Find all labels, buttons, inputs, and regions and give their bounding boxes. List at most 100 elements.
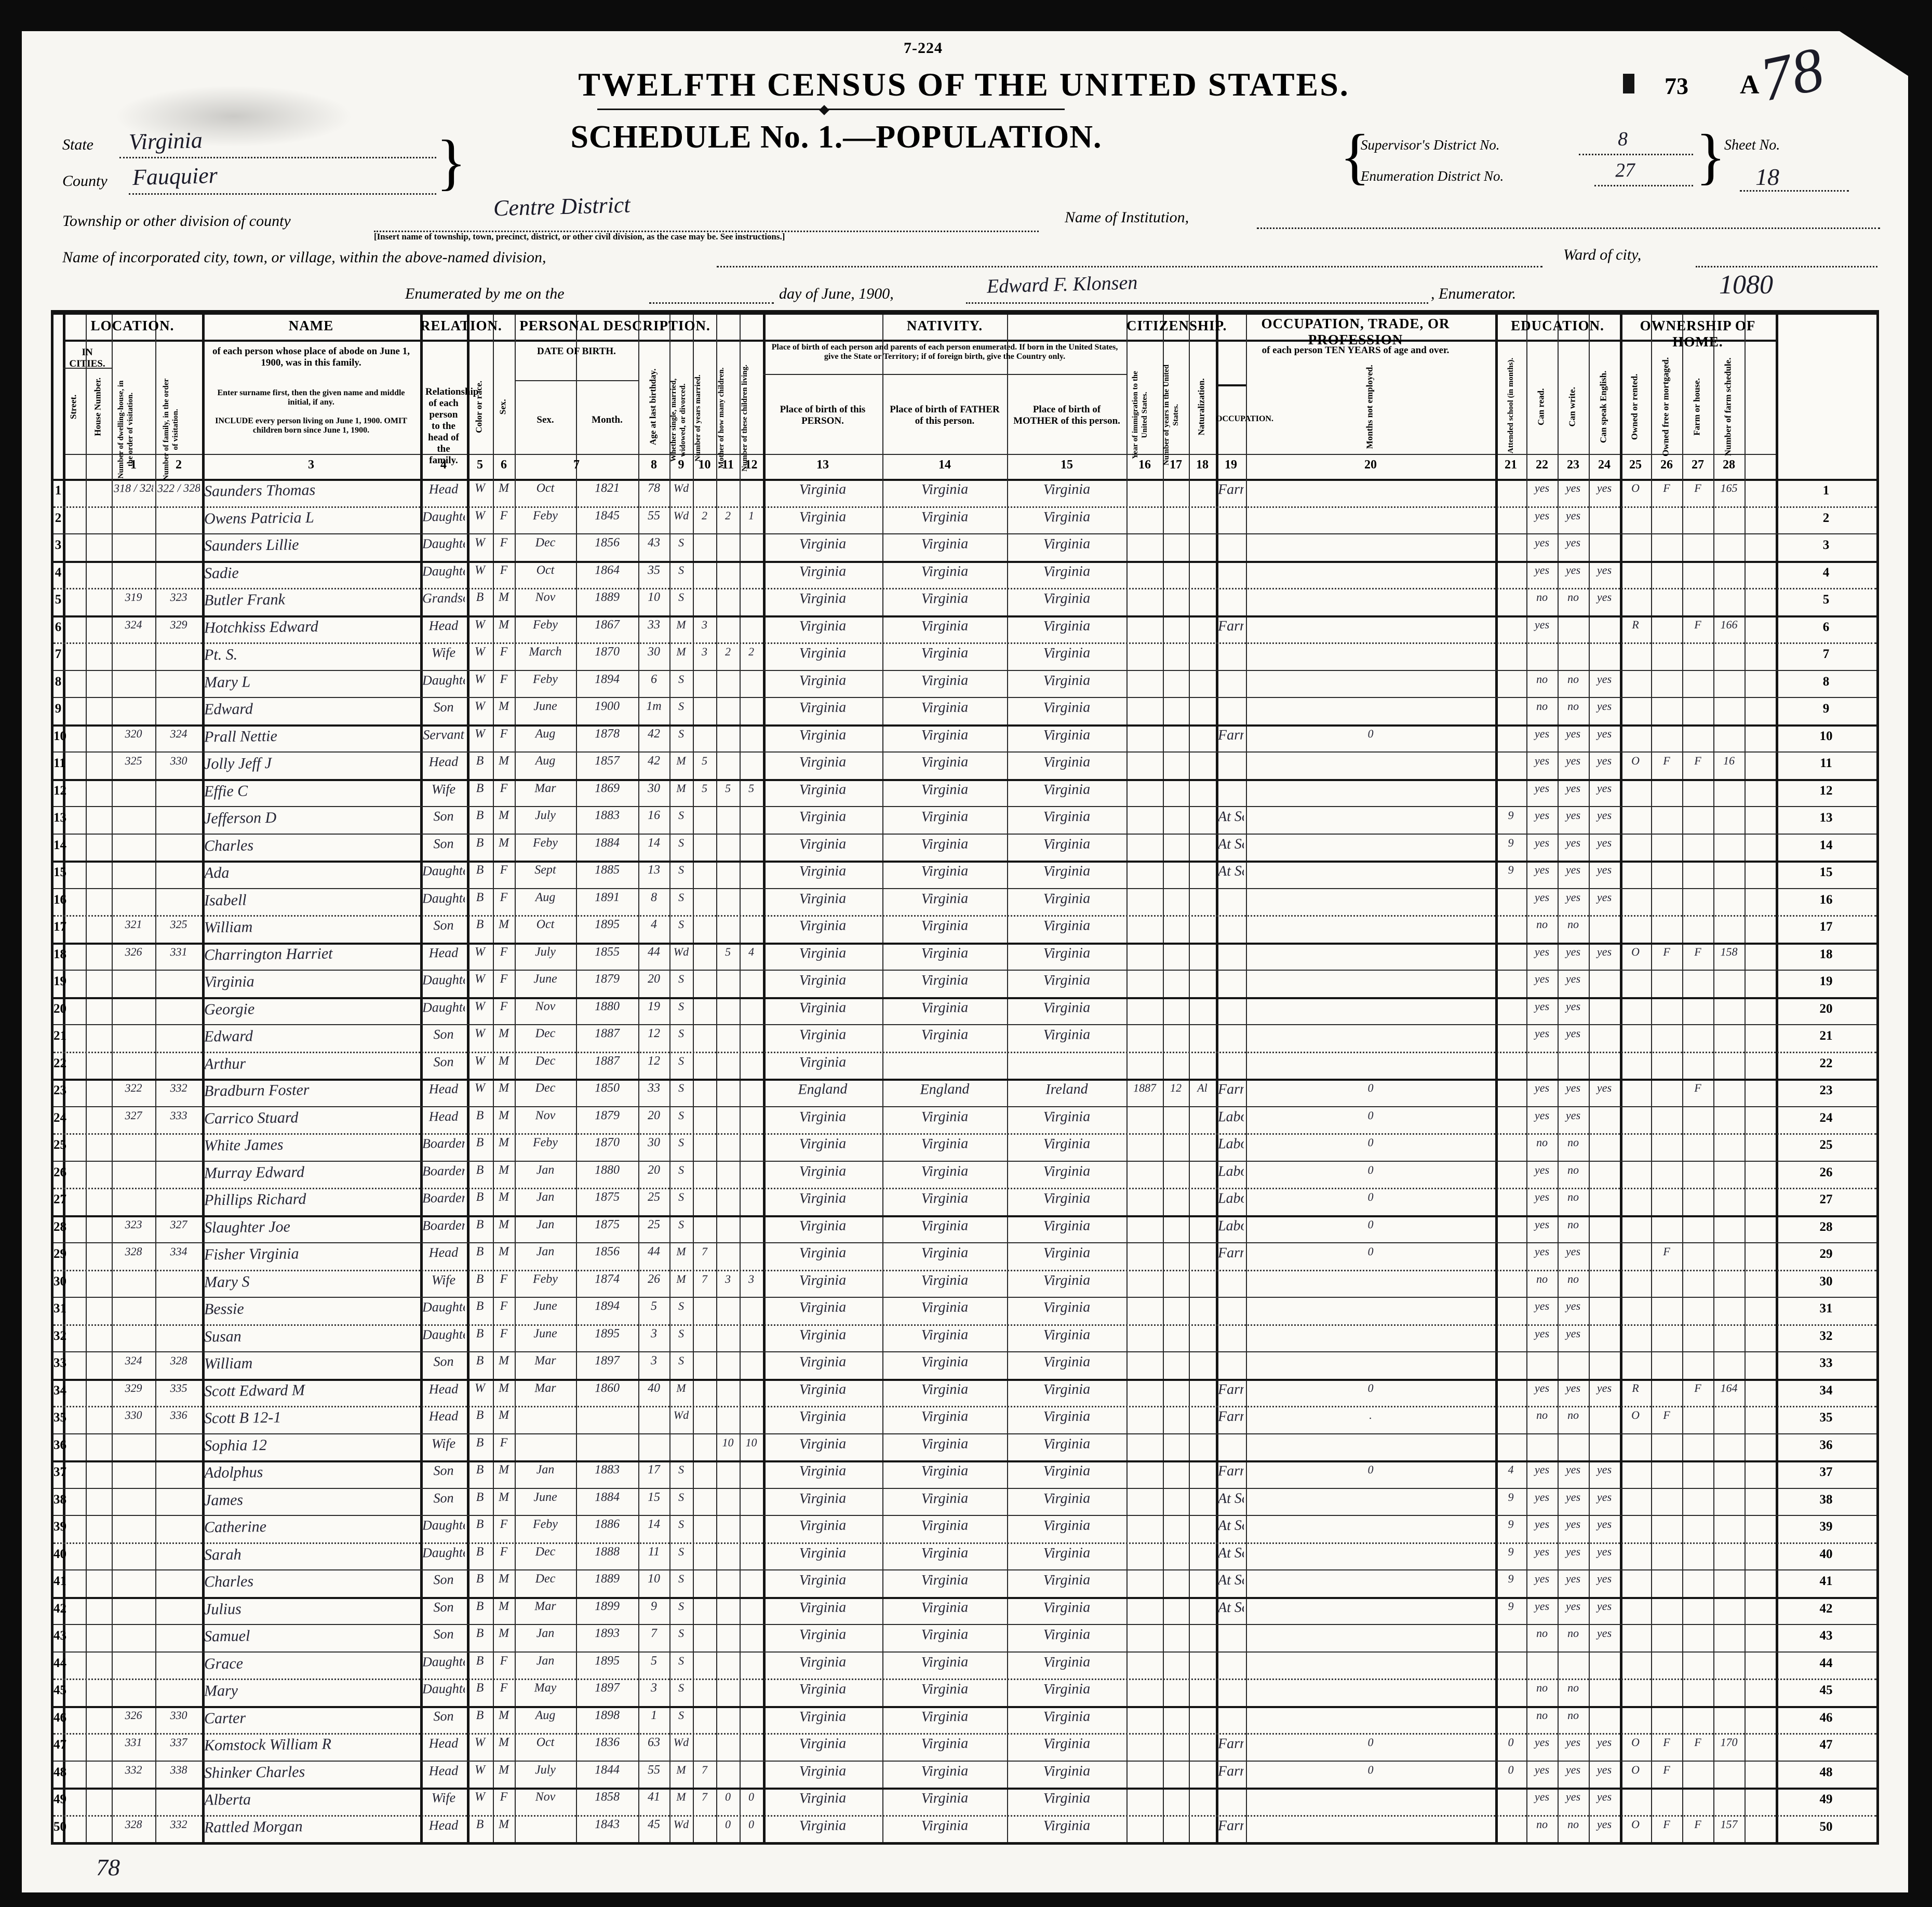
cell-sex: M [498, 1381, 509, 1395]
row-number-left: 15 [53, 865, 66, 880]
cell-color-race: W [474, 727, 486, 741]
cell-sex: M [498, 1817, 509, 1831]
table-row-rule-dashed [53, 1406, 1876, 1407]
cell-family-number: 327 [170, 1217, 187, 1231]
cell-color-race: B [476, 809, 484, 823]
cell-family-number: 332 [170, 1081, 187, 1095]
cell-pob-mother: Virginia [1043, 481, 1091, 498]
cell-occupation: Laborer [1217, 1135, 1244, 1152]
cell-marital-status: S [678, 1108, 685, 1122]
cell-birth-year: 1855 [594, 945, 620, 959]
cell-name: Susan [204, 1327, 242, 1346]
cell-pob-mother: Ireland [1045, 1081, 1088, 1098]
cell-can-read: yes [1534, 1326, 1550, 1340]
cell-pob-person: Virginia [799, 917, 847, 934]
cell-owned-or-rented: O [1631, 1763, 1640, 1776]
table-column-rule [112, 313, 113, 1842]
ward-label: Ward of city, [1563, 246, 1642, 263]
page-title: TWELFTH CENSUS OF THE UNITED STATES. [578, 66, 1350, 103]
enumerator-label: , Enumerator. [1431, 285, 1517, 302]
cell-pob-father: Virginia [921, 1708, 969, 1725]
group-header-education: EDUCATION. [1511, 318, 1604, 333]
cell-marital-status: S [678, 536, 685, 549]
cell-farm-schedule-number: 16 [1723, 754, 1735, 768]
cell-can-speak-english: yes [1596, 1490, 1612, 1503]
cell-pob-person: Virginia [799, 836, 847, 853]
cell-birth-month: Aug [535, 754, 556, 768]
cell-farm-schedule-number: 170 [1720, 1736, 1738, 1749]
cell-birth-month: Aug [535, 1708, 556, 1722]
column-number-23: 23 [1567, 458, 1579, 472]
cell-owned-free-mortgaged: F [1663, 481, 1670, 495]
cell-age: 8 [650, 890, 658, 904]
cell-attended-school: 0 [1508, 1763, 1514, 1776]
cell-relation: Daughter [422, 999, 465, 1015]
cell-pob-person: Virginia [799, 1381, 847, 1398]
cell-birth-month: June [533, 1326, 557, 1341]
cell-color-race: B [476, 754, 484, 768]
cell-sex: M [498, 1217, 509, 1231]
table-column-rule [1713, 313, 1714, 1842]
cell-color-race: B [476, 1517, 484, 1532]
table-column-rule [63, 313, 65, 1842]
cell-name: Sophia 12 [204, 1436, 267, 1455]
cell-name: Shinker Charles [204, 1763, 305, 1782]
cell-can-read: yes [1534, 781, 1550, 795]
cell-birth-month: Mar [534, 781, 556, 796]
cell-birth-year: 1897 [594, 1353, 620, 1368]
row-number-right: 43 [1819, 1629, 1833, 1643]
cell-sex: M [498, 1763, 509, 1777]
cell-birth-year: 1893 [594, 1626, 620, 1641]
cell-birth-month: June [533, 972, 557, 986]
cell-months-not-employed: 0 [1367, 1081, 1374, 1095]
cell-sex: M [498, 1572, 509, 1586]
column-number-12: 12 [745, 458, 758, 472]
cell-mother-children: 5 [725, 945, 731, 958]
group-header-citizenship: CITIZENSHIP. [1126, 318, 1227, 333]
cell-relation: Daughter [422, 972, 465, 988]
enumeration-district-label: Enumeration District No. [1361, 168, 1504, 184]
cell-pob-father: Virginia [921, 1790, 969, 1807]
cell-pob-father: Virginia [921, 1681, 969, 1698]
subheader-name-description: of each person whose place of abode on J… [212, 346, 410, 369]
cell-name: Isabell [204, 891, 247, 909]
cell-name: Hotchkiss Edward [204, 617, 318, 637]
cell-color-race: W [474, 645, 486, 659]
cell-sex: F [500, 1326, 508, 1340]
cell-marital-status: M [676, 1272, 686, 1285]
cell-can-read: yes [1534, 536, 1550, 549]
row-number-right: 22 [1819, 1056, 1833, 1070]
cell-relation: Head [428, 1763, 459, 1779]
cell-sex: M [498, 1163, 509, 1177]
cell-name: Bradburn Foster [204, 1081, 310, 1100]
cell-birth-year: 1857 [594, 754, 620, 768]
population-schedule-table: LOCATION. NAME RELATION. PERSONAL DESCRIPTI… [51, 310, 1879, 1845]
ed-rule [1594, 185, 1693, 186]
row-number-left: 47 [53, 1738, 66, 1752]
cell-relation: Head [428, 1108, 459, 1124]
cell-can-read: no [1536, 918, 1548, 931]
cell-marital-status: S [678, 563, 685, 576]
cell-birth-month: Jan [536, 1190, 555, 1204]
cell-name: Mary [204, 1682, 238, 1700]
table-column-rule [1745, 313, 1746, 1842]
row-number-left: 5 [55, 593, 62, 607]
cell-color-race: W [474, 1081, 486, 1095]
cell-pob-mother: Virginia [1043, 945, 1091, 962]
cell-pob-father: Virginia [921, 1599, 969, 1616]
cell-relation: Son [433, 1708, 454, 1724]
cell-children-living: 10 [745, 1435, 757, 1449]
cell-occupation: Farmer [1217, 617, 1244, 635]
cell-sex: F [500, 1272, 508, 1286]
subheader-occupation: OCCUPATION. [1216, 414, 1273, 423]
cell-color-race: B [476, 1272, 484, 1286]
cell-can-read: yes [1534, 1381, 1550, 1394]
cell-occupation: At School [1217, 808, 1244, 825]
cell-marital-status: S [678, 1163, 685, 1176]
cell-can-speak-english: yes [1596, 836, 1612, 849]
table-column-rule [1007, 313, 1008, 1842]
cell-pob-father: Virginia [921, 1517, 969, 1534]
cell-dwelling-number: 322 [125, 1081, 142, 1095]
cell-relation: Daughter [422, 508, 465, 525]
cell-children-living: 5 [748, 781, 755, 795]
